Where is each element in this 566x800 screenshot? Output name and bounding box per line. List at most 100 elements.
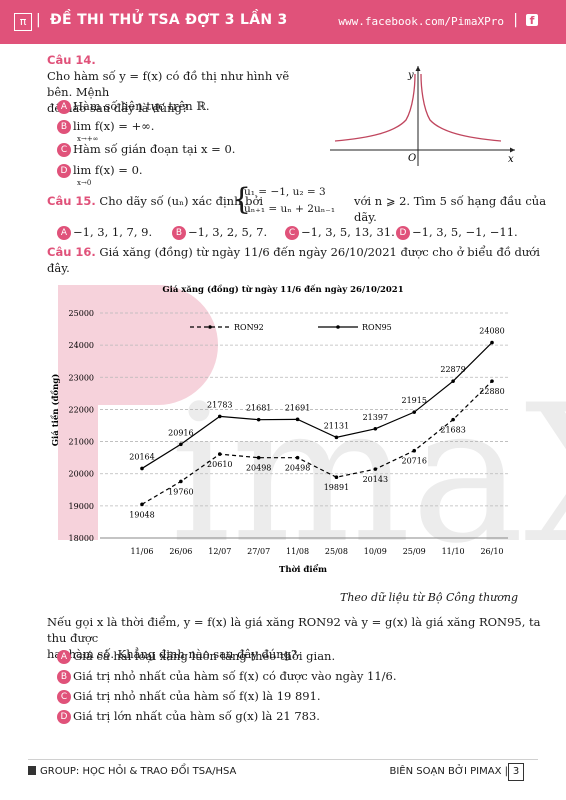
pi-logo-icon: π	[14, 13, 32, 31]
option-badge: A	[57, 100, 71, 114]
x-tick-label: 25/09	[403, 547, 426, 556]
x-tick-label: 25/08	[325, 547, 348, 556]
option-badge: B	[57, 670, 71, 684]
header-separator-right: |	[513, 12, 518, 28]
legend-marker	[336, 325, 340, 329]
data-label: 20916	[168, 428, 193, 437]
question-15-stem: Câu 15. Cho dãy số (uₙ) xác định bởi	[47, 194, 264, 208]
data-label: 21681	[246, 404, 271, 413]
data-point	[373, 427, 378, 431]
data-point	[412, 448, 417, 453]
x-tick-label: 11/06	[130, 547, 153, 556]
facebook-icon[interactable]: f	[526, 14, 538, 27]
x-tick-label: 12/07	[208, 547, 231, 556]
page-number: 3	[508, 763, 524, 781]
option-badge: D	[57, 164, 71, 178]
legend-label: RON92	[234, 323, 264, 332]
data-point	[412, 410, 417, 414]
data-point	[334, 475, 339, 480]
y-tick-label: 24000	[69, 341, 94, 350]
option-badge: C	[285, 226, 299, 240]
q15-option-d[interactable]: D −1, 3, 5, −1, −11.	[396, 224, 518, 240]
header-url[interactable]: www.facebook.com/PimaXPro	[338, 15, 504, 28]
header-separator: |	[36, 12, 41, 28]
data-label: 20610	[207, 460, 232, 469]
q15-system-line-1: u₁ = −1, u₂ = 3	[244, 186, 326, 198]
data-label: 21691	[285, 403, 310, 412]
q16-option-d[interactable]: D Giá trị lớn nhất của hàm số g(x) là 21 …	[57, 708, 320, 724]
data-label: 21783	[207, 400, 232, 409]
question-16-followup: Nếu gọi x là thời điểm, y = f(x) là giá …	[47, 615, 541, 661]
data-label: 20143	[363, 475, 388, 484]
data-point	[179, 442, 183, 447]
data-point	[451, 417, 455, 422]
y-tick-label: 25000	[69, 309, 94, 318]
data-label: 22880	[479, 387, 504, 396]
data-label: 24080	[479, 327, 504, 336]
data-label: 19048	[129, 510, 154, 519]
q15-system-line-2: uₙ₊₁ = uₙ + 2uₙ₋₁	[244, 203, 336, 215]
q14-function-graph: y x O	[330, 66, 515, 166]
q16-option-c[interactable]: C Giá trị nhỏ nhất của hàm số f(x) là 19 …	[57, 688, 321, 704]
legend-label: RON95	[362, 323, 392, 332]
option-badge: C	[57, 690, 71, 704]
footer-author: BIÊN SOẠN BỞI PIMAX |	[389, 766, 509, 777]
question-16-stem: Câu 16. Giá xăng (đồng) từ ngày 11/6 đến…	[47, 245, 540, 275]
footer-divider	[28, 759, 538, 760]
x-tick-label: 27/07	[247, 547, 270, 556]
legend-marker	[208, 325, 212, 329]
data-label: 22879	[440, 365, 465, 374]
y-tick-label: 20000	[69, 470, 94, 479]
series-line-ron92	[141, 380, 493, 505]
data-point	[490, 340, 494, 345]
chart-title: Giá xăng (đồng) từ ngày 11/6 đến ngày 26…	[162, 283, 403, 295]
x-tick-label: 11/10	[442, 547, 465, 556]
option-badge: B	[172, 226, 186, 240]
y-tick-label: 19000	[69, 502, 94, 511]
data-point	[334, 435, 339, 440]
data-label: 21683	[440, 426, 465, 435]
book-icon	[28, 766, 36, 775]
option-badge: D	[396, 226, 410, 240]
q14-option-a[interactable]: A Hàm số liên tục trên ℝ.	[57, 98, 210, 114]
fuel-price-line-chart: Giá xăng (đồng) từ ngày 11/6 đến ngày 26…	[49, 283, 508, 575]
option-badge: A	[57, 226, 71, 240]
q16-option-b[interactable]: B Giá trị nhỏ nhất của hàm số f(x) có đượ…	[57, 668, 397, 684]
y-tick-label: 21000	[69, 438, 94, 447]
origin-label: O	[408, 153, 416, 164]
chart-y-axis-label: Giá tiền (đồng)	[49, 374, 61, 446]
data-point	[256, 455, 261, 460]
q14-option-c[interactable]: C Hàm số gián đoạn tại x = 0.	[57, 141, 235, 157]
q15-option-b[interactable]: B −1, 3, 2, 5, 7.	[172, 224, 267, 240]
left-branch	[334, 73, 416, 142]
y-axis-label: y	[407, 70, 414, 81]
data-label: 20164	[129, 452, 154, 461]
y-tick-label: 23000	[69, 373, 94, 382]
q15-option-a[interactable]: A −1, 3, 1, 7, 9.	[57, 224, 152, 240]
header-title: ĐỀ THI THỬ TSA ĐỢT 3 LẦN 3	[50, 12, 288, 28]
x-tick-label: 10/09	[364, 547, 387, 556]
y-tick-label: 22000	[69, 405, 94, 414]
q15-option-c[interactable]: C −1, 3, 5, 13, 31.	[285, 224, 395, 240]
data-label: 20498	[246, 464, 271, 473]
question-14-stem: Cho hàm số y = f(x) có đồ thị như hình v…	[47, 69, 290, 115]
x-tick-label: 26/10	[480, 547, 503, 556]
question-14-label: Câu 14.	[47, 53, 96, 67]
y-tick-label: 18000	[69, 534, 94, 543]
data-point	[256, 417, 261, 422]
footer-group-link[interactable]: GROUP: HỌC HỎI & TRAO ĐỔI TSA/HSA	[28, 766, 236, 777]
data-point	[179, 479, 183, 484]
data-label: 21397	[363, 413, 388, 422]
data-point	[451, 379, 455, 383]
data-point	[217, 414, 222, 419]
data-point	[295, 455, 300, 460]
q16-option-a[interactable]: A Giá cả hai loại xăng luôn tăng theo thờ…	[57, 648, 335, 664]
x-tick-label: 11/08	[286, 547, 309, 556]
data-label: 19891	[324, 483, 349, 492]
data-label: 19760	[168, 487, 193, 496]
data-point	[373, 467, 378, 471]
data-label: 20498	[285, 464, 310, 473]
option-badge: A	[57, 650, 71, 664]
